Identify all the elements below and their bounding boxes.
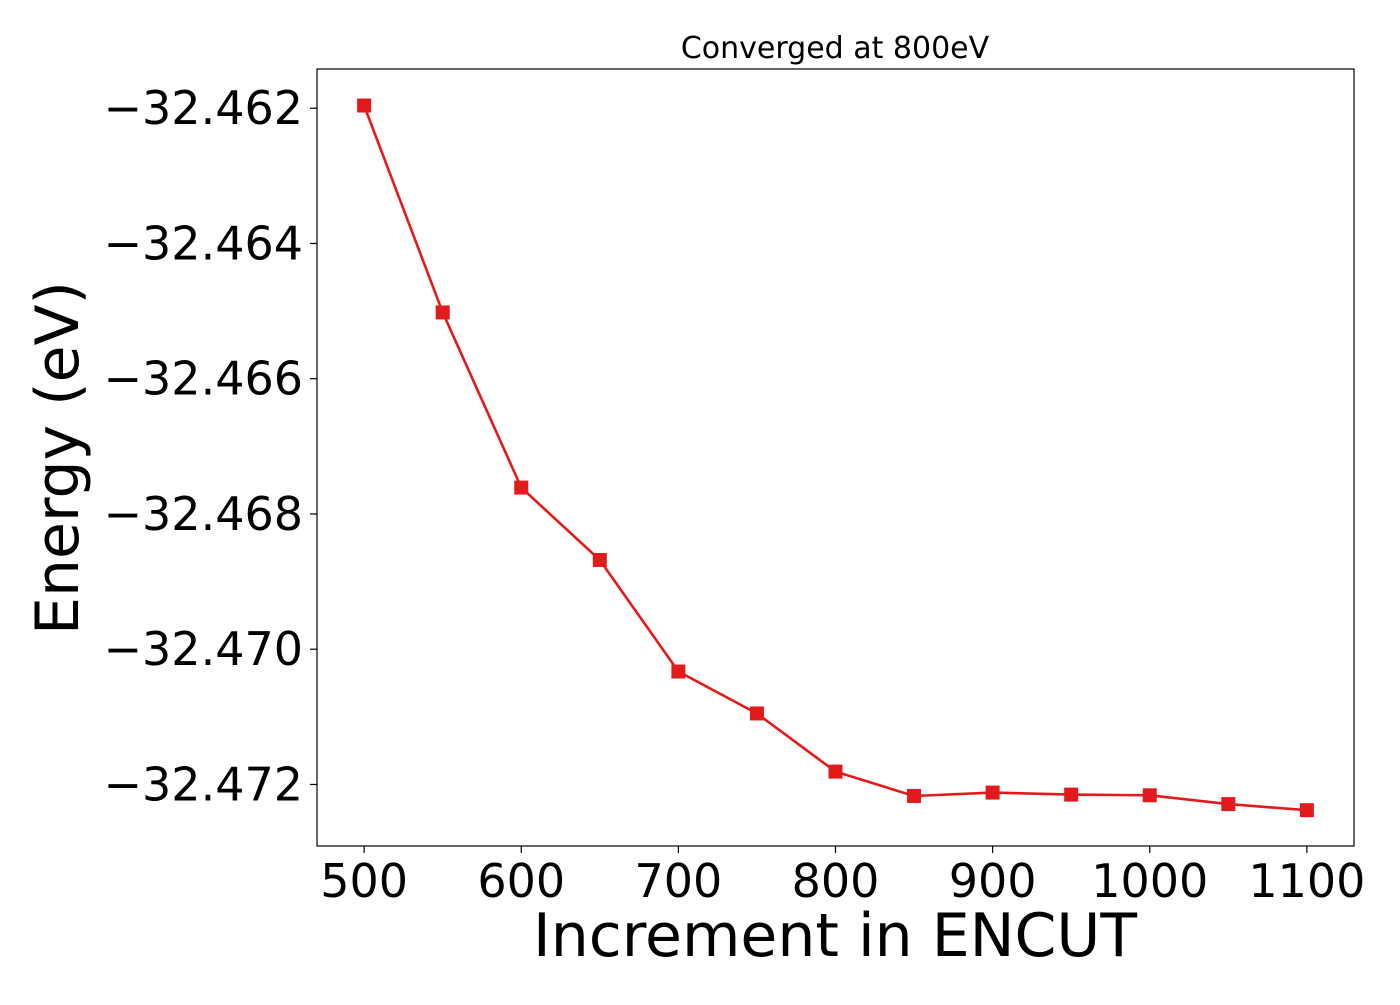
data-point-marker: [671, 664, 686, 679]
plot-series-group: [357, 98, 1314, 818]
y-tick-label: −32.466: [104, 352, 304, 406]
data-point-marker: [1299, 803, 1314, 818]
y-tick-label: −32.464: [104, 216, 304, 270]
x-tick-label: 600: [477, 854, 565, 908]
y-tick-label: −32.470: [104, 622, 304, 676]
data-point-marker: [357, 98, 372, 113]
y-tick-label: −32.462: [104, 81, 304, 135]
data-point-marker: [1142, 788, 1157, 803]
data-point-marker: [828, 764, 843, 779]
x-tick-label: 1100: [1248, 854, 1365, 908]
chart-title: Converged at 800eV: [681, 31, 990, 66]
data-point-marker: [907, 788, 922, 803]
y-tick-label: −32.472: [104, 757, 304, 811]
x-tick-label: 1000: [1091, 854, 1208, 908]
data-point-marker: [435, 305, 450, 320]
x-axis-ticks: 500 600 700 800 900 1000 1100: [320, 846, 1365, 908]
data-point-marker: [1064, 787, 1079, 802]
data-point-marker: [749, 706, 764, 721]
x-axis-label: Increment in ENCUT: [533, 901, 1137, 971]
y-axis-label: Energy (eV): [23, 281, 93, 635]
plot-area-frame: [316, 68, 1355, 847]
x-tick-label: 500: [320, 854, 408, 908]
data-point-marker: [514, 480, 529, 495]
data-point-marker: [592, 552, 607, 567]
x-tick-label: 700: [634, 854, 722, 908]
y-axis-ticks: −32.462 −32.464 −32.466 −32.468 −32.470 −32.4…: [104, 81, 317, 811]
series-line: [362, 105, 1308, 812]
y-tick-label: −32.468: [104, 487, 304, 541]
data-point-marker: [1221, 797, 1236, 812]
data-point-marker: [985, 785, 1000, 800]
x-tick-label: 800: [792, 854, 880, 908]
x-tick-label: 900: [949, 854, 1037, 908]
